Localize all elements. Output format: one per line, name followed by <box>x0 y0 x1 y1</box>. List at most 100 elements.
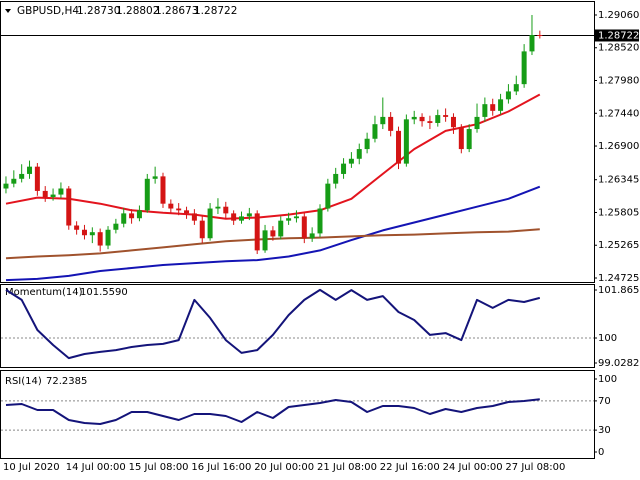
candle-body <box>333 173 339 184</box>
y-tick-label: 101.8652 <box>598 285 640 296</box>
indicator-line <box>5 398 540 425</box>
candle-body <box>419 116 425 122</box>
candle-body <box>168 203 174 209</box>
candle-body <box>482 104 488 117</box>
candle-body <box>231 213 237 221</box>
y-tick-label: 70 <box>598 396 611 407</box>
y-tick-label: 1.26900 <box>598 141 639 152</box>
candle-body <box>34 166 40 191</box>
y-tick-label: 1.24725 <box>598 273 639 284</box>
candle-body <box>160 176 166 204</box>
candle-body <box>356 149 362 159</box>
candle-body <box>254 213 260 251</box>
candle-body <box>136 210 142 219</box>
candle-body <box>372 124 378 139</box>
low-label: 1.28673 <box>155 5 198 17</box>
candle-body <box>74 225 80 230</box>
y-tick-label: 0 <box>598 447 604 458</box>
candle-body <box>458 127 464 150</box>
candle-body <box>364 138 370 150</box>
momentum-current: 101.5590 <box>80 287 128 298</box>
y-tick-label: 1.25265 <box>598 240 639 251</box>
candle-body <box>113 223 119 230</box>
candle-body <box>215 206 221 209</box>
symbol-title: GBPUSD,H4 <box>17 5 79 17</box>
y-tick-label: 30 <box>598 425 611 436</box>
x-tick-label: 16 Jul 16:00 <box>191 462 251 473</box>
candle-body <box>396 130 402 164</box>
momentum-panel-frame <box>0 284 595 368</box>
candle-body <box>27 166 33 174</box>
close-label: 1.28722 <box>194 5 237 17</box>
candle-body <box>152 176 158 179</box>
main-panel-frame <box>0 1 595 283</box>
candle-body <box>348 158 354 164</box>
x-tick-label: 20 Jul 00:00 <box>254 462 314 473</box>
candle-body <box>270 230 276 237</box>
y-tick-label: 1.27980 <box>598 76 639 87</box>
y-tick-label: 100 <box>598 333 617 344</box>
rsi-current: 72.2385 <box>46 376 87 387</box>
candle-body <box>184 210 190 214</box>
moving-average <box>5 93 541 220</box>
candle-body <box>191 213 197 221</box>
momentum-title: Momentum(14) <box>5 287 83 298</box>
x-tick-label: 27 Jul 08:00 <box>505 462 565 473</box>
candle-body <box>176 208 182 211</box>
candle-body <box>19 173 25 179</box>
rsi-title: RSI(14) <box>5 376 42 387</box>
candle-body <box>435 115 441 123</box>
candle-body <box>293 216 299 219</box>
candle-body <box>11 178 17 184</box>
candle-body <box>466 129 472 150</box>
candle-body <box>3 183 9 189</box>
candle-body <box>199 220 205 239</box>
candle-body <box>262 230 268 251</box>
candle-body <box>97 232 103 246</box>
candle-body <box>443 115 449 117</box>
last-price-box <box>595 29 639 42</box>
candle-body <box>521 51 527 85</box>
candle-body <box>278 220 284 237</box>
x-tick-label: 15 Jul 08:00 <box>129 462 189 473</box>
candle-body <box>42 190 48 197</box>
candle-body <box>89 232 95 236</box>
candle-body <box>144 178 150 211</box>
candle-body <box>498 99 504 111</box>
candle-body <box>223 206 229 214</box>
candle-body <box>50 194 56 197</box>
y-tick-label: 1.27440 <box>598 108 639 119</box>
high-label: 1.28802 <box>116 5 159 17</box>
candle-body <box>66 188 72 226</box>
y-tick-label: 1.26345 <box>598 175 639 186</box>
x-tick-label: 21 Jul 08:00 <box>317 462 377 473</box>
candle-body <box>58 188 64 195</box>
candle-body <box>427 121 433 123</box>
candle-body <box>301 216 307 239</box>
candle-body <box>505 91 511 100</box>
candle-body <box>490 104 496 111</box>
last-price-label: 1.28722 <box>598 30 639 41</box>
y-tick-label: 1.25805 <box>598 207 639 218</box>
candle-body <box>537 35 543 37</box>
x-tick-label: 14 Jul 00:00 <box>66 462 126 473</box>
y-tick-label: 1.28520 <box>598 43 639 54</box>
x-tick-label: 24 Jul 00:00 <box>443 462 503 473</box>
y-tick-label: 99.0282 <box>598 358 639 369</box>
menu-arrow[interactable] <box>5 9 11 13</box>
candle-body <box>309 233 315 239</box>
candle-body <box>474 116 480 130</box>
x-tick-label: 22 Jul 16:00 <box>380 462 440 473</box>
candle-body <box>105 229 111 246</box>
candle-body <box>238 216 244 221</box>
candle-body <box>207 208 213 239</box>
candle-body <box>129 213 135 219</box>
y-tick-label: 100 <box>598 374 617 385</box>
candle-body <box>380 116 386 125</box>
candle-body <box>317 208 323 234</box>
candle-body <box>325 183 331 209</box>
candle-body <box>341 163 347 174</box>
open-label: 1.28730 <box>77 5 120 17</box>
